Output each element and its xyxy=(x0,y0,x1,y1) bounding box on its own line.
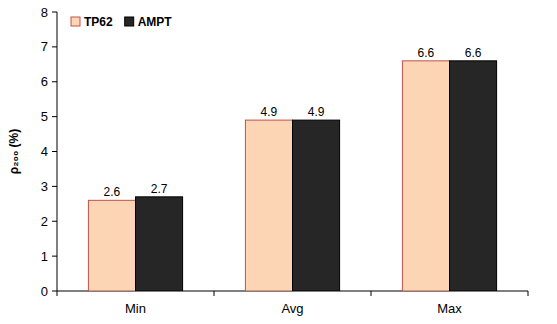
y-tick xyxy=(52,46,57,47)
chart: 0 1 2 3 4 5 6 7 8 ρ₂₀₀ (%) Min Avg Max 2.6 4.9 6.6 2.7 4.… xyxy=(0,0,557,324)
y-tick-label: 4 xyxy=(41,144,48,159)
data-label: 6.6 xyxy=(418,46,435,60)
bar xyxy=(402,61,449,291)
y-tick xyxy=(52,256,57,257)
y-tick xyxy=(52,221,57,222)
legend-swatch xyxy=(71,17,80,26)
x-tick-label: Max xyxy=(437,301,462,316)
x-tick xyxy=(214,291,215,296)
y-tick xyxy=(52,12,57,13)
data-label: 4.9 xyxy=(261,105,278,119)
y-tick-label: 0 xyxy=(41,284,48,299)
y-tick xyxy=(52,291,57,292)
x-tick xyxy=(371,291,372,296)
y-tick-label: 6 xyxy=(41,74,48,89)
legend-label: TP62 xyxy=(84,15,113,29)
y-tick xyxy=(52,151,57,152)
bar xyxy=(450,61,497,291)
y-tick-label: 8 xyxy=(41,5,48,20)
y-tick xyxy=(52,186,57,187)
legend-swatch xyxy=(125,17,134,26)
x-tick-label: Min xyxy=(125,301,146,316)
bars xyxy=(88,61,496,291)
y-tick-label: 1 xyxy=(41,249,48,264)
data-label: 2.7 xyxy=(151,182,168,196)
y-tick-label: 2 xyxy=(41,214,48,229)
y-tick xyxy=(52,116,57,117)
bar xyxy=(136,197,183,291)
legend: TP62 AMPT xyxy=(67,14,181,30)
data-label: 4.9 xyxy=(308,105,325,119)
bar xyxy=(293,120,340,291)
bar xyxy=(245,120,292,291)
x-tick xyxy=(528,291,529,296)
bar xyxy=(88,200,135,291)
legend-box xyxy=(67,14,181,30)
y-axis-label: ρ₂₀₀ (%) xyxy=(7,129,21,175)
x-tick xyxy=(57,291,58,296)
legend-label: AMPT xyxy=(138,15,173,29)
y-tick-label: 3 xyxy=(41,179,48,194)
data-label: 2.6 xyxy=(104,185,121,199)
x-tick-label: Avg xyxy=(281,301,303,316)
data-label: 6.6 xyxy=(465,46,482,60)
y-tick-label: 5 xyxy=(41,109,48,124)
y-tick-label: 7 xyxy=(41,39,48,54)
data-labels: 2.6 4.9 6.6 2.7 4.9 6.6 xyxy=(104,46,482,200)
y-tick xyxy=(52,81,57,82)
